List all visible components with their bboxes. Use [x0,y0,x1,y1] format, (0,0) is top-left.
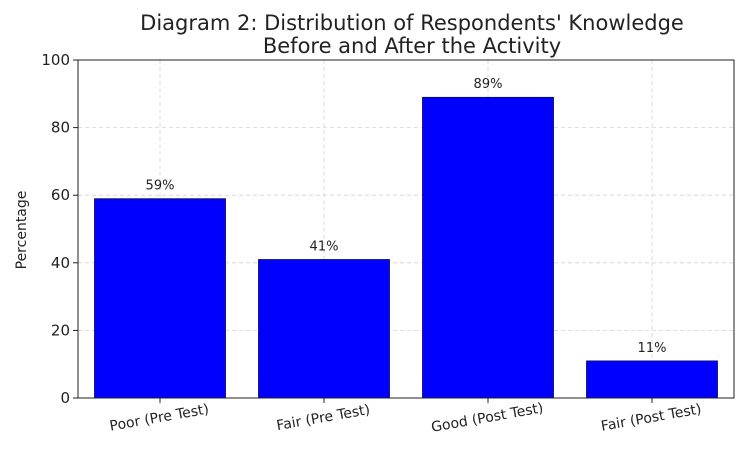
y-axis-label: Percentage [14,191,30,270]
x-tick-label: Good (Post Test) [430,400,545,435]
data-label-3: 89% [474,77,503,92]
y-tick-label: 40 [51,254,70,272]
y-tick-label: 100 [41,51,70,69]
data-label-4: 11% [638,341,667,356]
bar-1 [94,198,226,399]
y-tick-label: 80 [51,119,70,137]
chart-title-line-2: Before and After the Activity [263,34,561,58]
bar-3 [422,96,554,399]
data-label-2: 41% [310,239,339,254]
plot-frame [77,59,735,399]
y-tick-label: 60 [51,186,70,204]
data-label-1: 59% [146,179,175,194]
bar-4 [586,360,718,399]
x-tick-label: Poor (Pre Test) [108,401,210,434]
y-tick-label: 20 [51,321,70,339]
data-labels: 59% 41% 89% 11% [146,77,667,356]
x-tick-label: Fair (Post Test) [600,401,703,434]
chart-title-line-1: Diagram 2: Distribution of Respondents' … [140,11,684,35]
x-tick-label: Fair (Pre Test) [275,402,371,434]
bars [94,96,718,399]
bar-2 [258,259,390,399]
y-tick-label: 0 [60,389,70,407]
